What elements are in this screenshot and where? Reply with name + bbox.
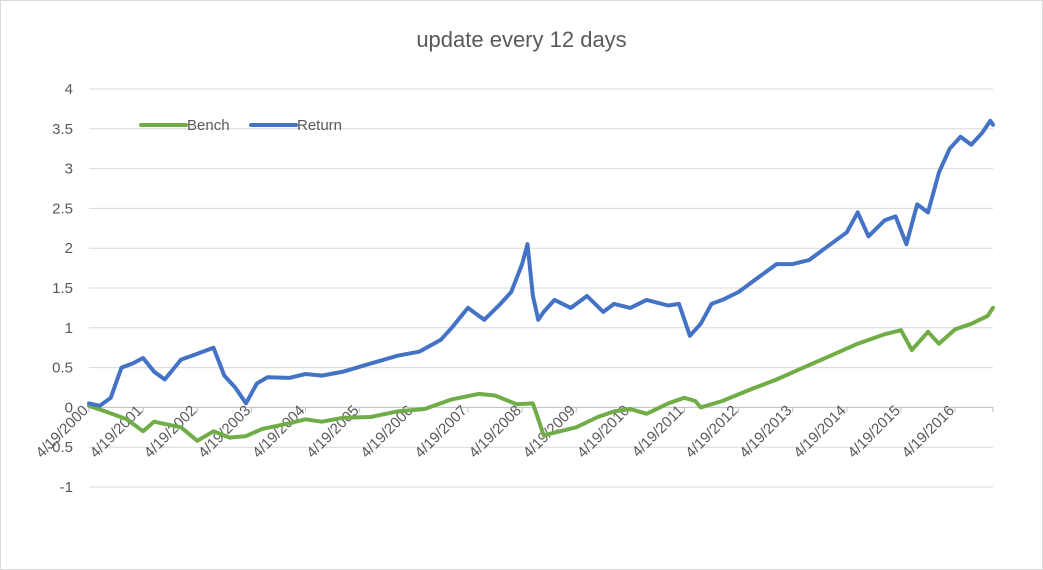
x-tick-label: 4/19/2014 xyxy=(790,402,849,461)
y-tick-label: 2 xyxy=(65,240,73,257)
y-tick-label: 0.5 xyxy=(52,360,73,377)
x-tick-label: 4/19/2013 xyxy=(736,402,795,461)
legend-label-bench: Bench xyxy=(187,117,230,134)
x-tick-label: 4/19/2016 xyxy=(899,402,958,461)
y-tick-label: -1 xyxy=(60,479,73,496)
y-tick-label: 4 xyxy=(65,81,73,98)
x-tick-label: 4/19/2015 xyxy=(845,402,904,461)
y-tick-label: 3.5 xyxy=(52,121,73,138)
x-tick-label: 4/19/2003 xyxy=(195,402,254,461)
legend-label-return: Return xyxy=(297,117,342,134)
x-tick-label: 4/19/2008 xyxy=(466,402,525,461)
y-tick-label: 2.5 xyxy=(52,200,73,217)
x-tick-label: 4/19/2009 xyxy=(520,402,579,461)
x-tick-label: 4/19/2002 xyxy=(141,402,200,461)
y-tick-label: 3 xyxy=(65,161,73,178)
series-line-return xyxy=(89,121,993,406)
y-tick-label: 1 xyxy=(65,320,73,337)
x-tick-label: 4/19/2005 xyxy=(303,402,362,461)
x-tick-label: 4/19/2012 xyxy=(682,402,741,461)
x-tick-label: 4/19/2001 xyxy=(87,402,146,461)
y-tick-label: 1.5 xyxy=(52,280,73,297)
